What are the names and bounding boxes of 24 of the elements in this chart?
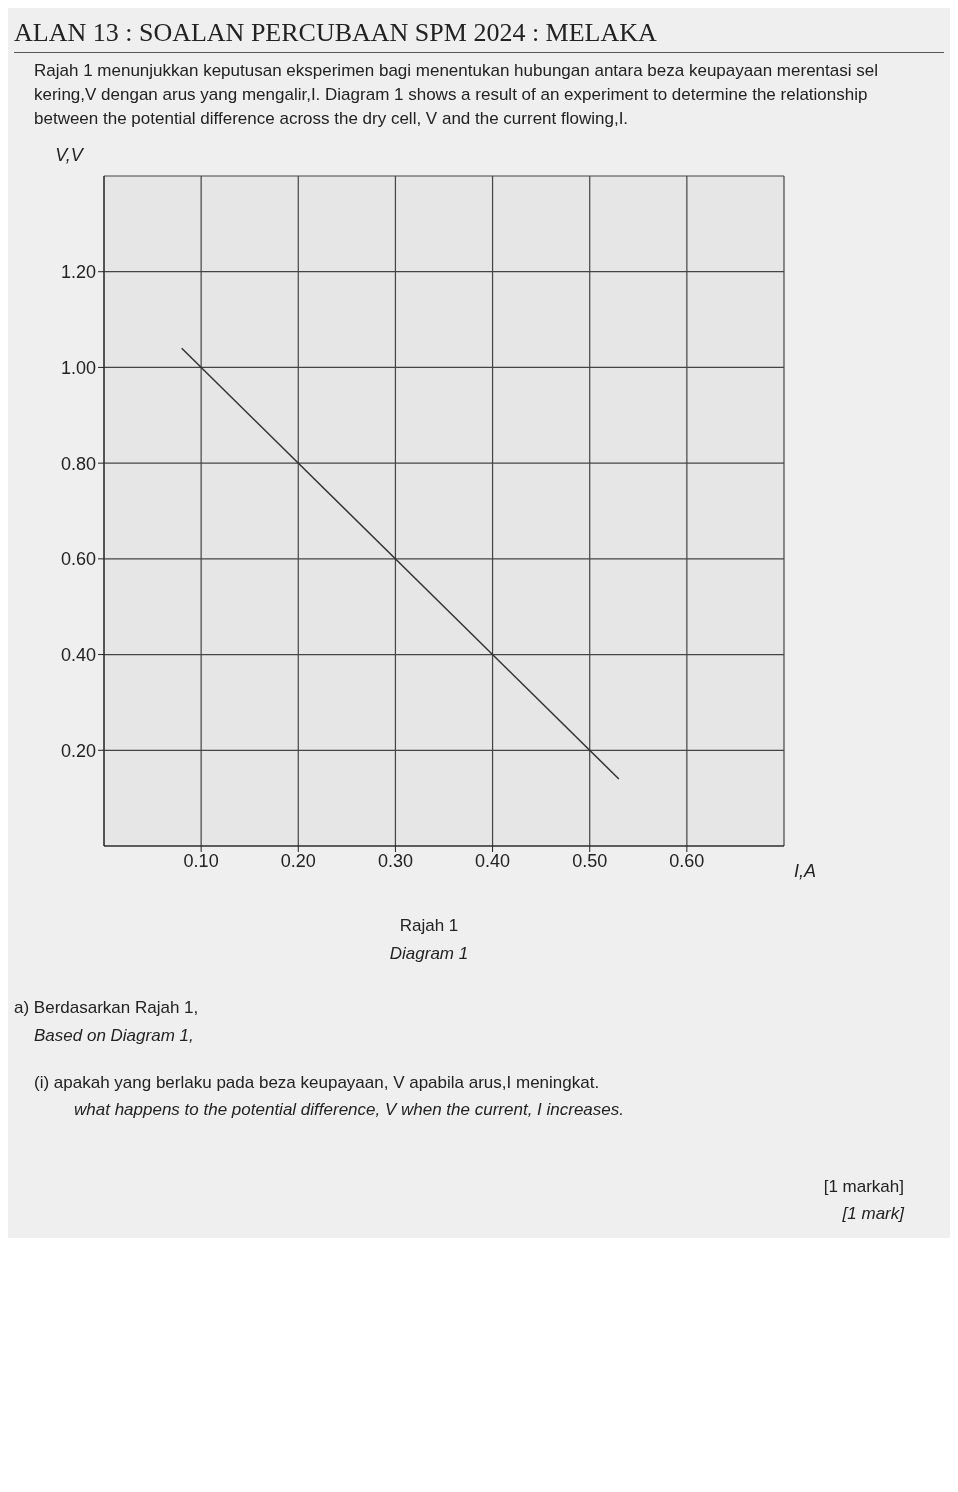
- chart-subtitle: Rajah 1 menunjukkan keputusan eksperimen bagi menentukan hubungan antara beza keupayaan merentasi sel kering,V dengan arus yang mengalir,I. Diagram 1 shows a result of an experiment to determine the relationship between the potential difference across the dry cell, V and the current flowing,I.: [34, 60, 879, 130]
- y-tick-label: 1.20: [60, 262, 96, 283]
- x-tick-label: 0.40: [475, 851, 511, 872]
- y-axis-title: V,V: [55, 145, 85, 166]
- y-tick-label: 0.60: [60, 549, 96, 570]
- x-axis-title: I,A: [794, 861, 817, 882]
- text: Based on Diagram 1,: [34, 1024, 195, 1047]
- text: [1 markah]: [822, 1176, 904, 1199]
- x-tick-label: 0.60: [669, 851, 705, 872]
- y-tick-label: 0.80: [60, 453, 96, 474]
- y-tick-label: 0.40: [60, 645, 96, 666]
- x-tick-label: 0.50: [572, 851, 608, 872]
- text: [1 mark]: [841, 1203, 904, 1226]
- text: a) Berdasarkan Rajah 1,: [14, 997, 200, 1020]
- x-tick-label: 0.30: [377, 851, 413, 872]
- x-tick-label: 0.10: [183, 851, 219, 872]
- chart-title: ALAN 13 : SOALAN PERCUBAAN SPM 2024 : MELAKA: [14, 18, 944, 53]
- y-tick-label: 0.20: [60, 741, 96, 762]
- x-tick-label: 0.20: [280, 851, 316, 872]
- y-tick-label: 1.00: [60, 358, 96, 379]
- text: what happens to the potential difference, V when the current, I increases.: [74, 1098, 625, 1121]
- text: (i) apakah yang berlaku pada beza keupayaan, V apabila arus,I meningkat.: [34, 1071, 601, 1094]
- text: Diagram 1: [388, 944, 470, 965]
- text: Rajah 1: [398, 916, 460, 937]
